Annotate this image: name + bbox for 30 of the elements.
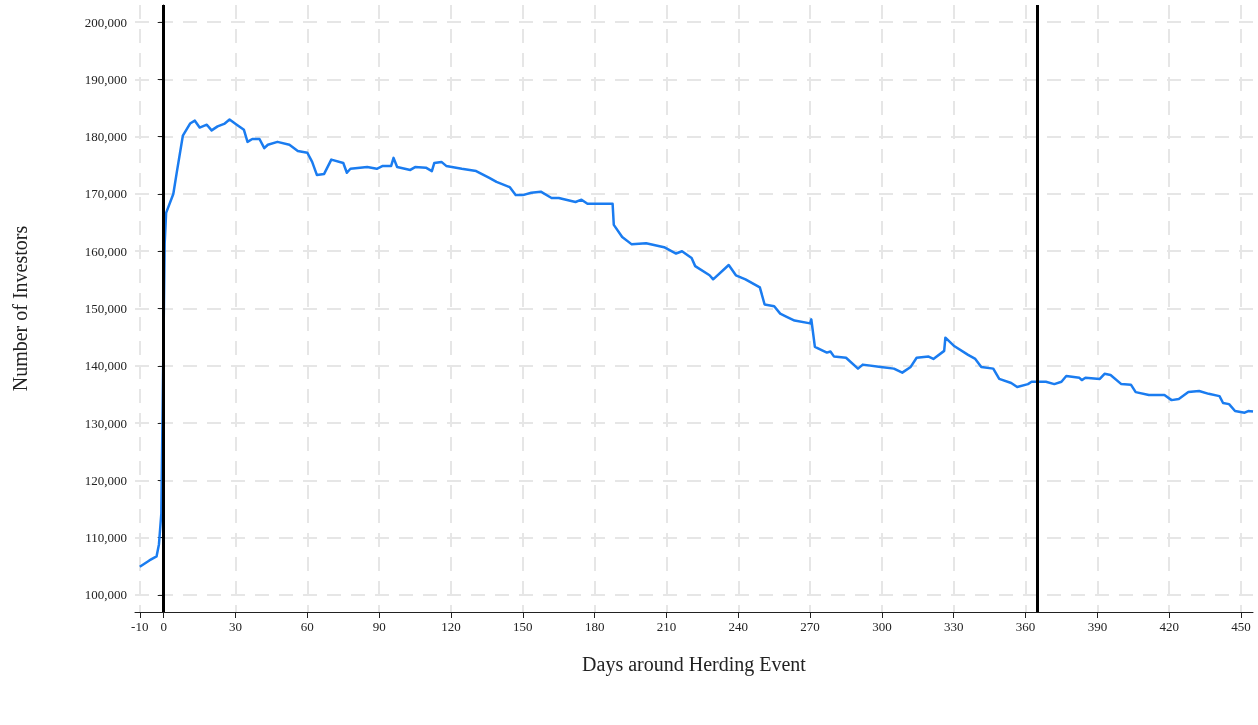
y-tick-label: 110,000 [85, 530, 127, 546]
x-tick-label: 180 [584, 619, 605, 634]
y-tick-label: 200,000 [84, 14, 127, 30]
y-tick-label: 190,000 [84, 71, 127, 87]
x-tick-label: 390 [1087, 619, 1108, 634]
x-tick-label: 270 [800, 619, 820, 634]
x-tick-label: 120 [441, 619, 461, 634]
x-tick-label: 330 [944, 619, 964, 634]
x-tick-label: 300 [872, 619, 892, 634]
y-tick-label: 150,000 [84, 301, 127, 316]
y-tick-label: 170,000 [84, 186, 127, 202]
x-tick-label: 150 [513, 619, 533, 634]
x-tick-label: 0 [160, 619, 167, 634]
y-tick-label: 180,000 [84, 129, 127, 145]
x-axis-title: Days around Herding Event [582, 653, 807, 676]
x-tick-label: 30 [229, 619, 243, 634]
x-tick-label: 60 [300, 619, 314, 634]
x-tick-label: 360 [1015, 619, 1036, 634]
x-tick-label: 420 [1159, 619, 1179, 634]
y-tick-label: 130,000 [84, 415, 127, 431]
y-tick-label: 140,000 [84, 358, 127, 374]
x-tick-label: 210 [656, 619, 677, 634]
y-tick-label: 100,000 [84, 587, 127, 603]
y-tick-label: 160,000 [84, 243, 127, 259]
x-tick-label: 90 [372, 619, 386, 634]
x-tick-label: -10 [131, 619, 149, 634]
x-tick-label: 240 [728, 619, 749, 634]
y-axis-title: Number of Investors [9, 225, 31, 392]
x-tick-label: 450 [1231, 619, 1251, 634]
y-tick-label: 120,000 [84, 472, 127, 488]
